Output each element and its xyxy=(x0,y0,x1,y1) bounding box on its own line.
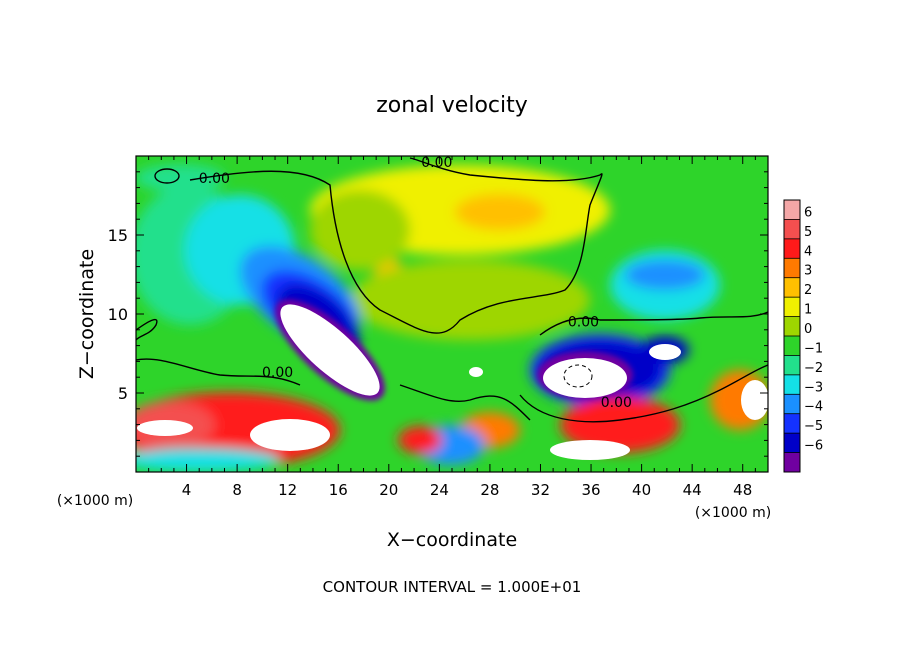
colorbar-swatch xyxy=(784,200,800,220)
contour-label: 0.00 xyxy=(262,365,293,381)
colorbar-swatch xyxy=(784,297,800,317)
contour-interval-note: CONTOUR INTERVAL = 1.000E+01 xyxy=(323,578,582,596)
colorbar-swatch xyxy=(784,433,800,453)
colorbar-swatch xyxy=(784,394,800,414)
colorbar-label: −5 xyxy=(804,419,823,434)
colorbar-label: 2 xyxy=(804,283,812,298)
colorbar-swatch xyxy=(784,375,800,395)
colorbar-label: 0 xyxy=(804,322,812,337)
colorbar-label: −3 xyxy=(804,380,823,395)
colorbar-swatch xyxy=(784,336,800,356)
x-tick-label: 20 xyxy=(379,481,398,499)
colorbar-label: 1 xyxy=(804,303,812,318)
heatmap-field xyxy=(120,156,770,472)
colorbar-label: −1 xyxy=(804,341,823,356)
x-tick-label: 32 xyxy=(531,481,550,499)
x-tick-label: 48 xyxy=(733,481,752,499)
contour-label: 0.00 xyxy=(568,315,599,331)
colorbar-label: −2 xyxy=(804,361,823,376)
x-tick-label: 24 xyxy=(430,481,449,499)
x-tick-label: 40 xyxy=(632,481,651,499)
colorbar-swatch xyxy=(784,258,800,278)
colorbar-label: 6 xyxy=(804,205,812,220)
x-tick-label: 28 xyxy=(480,481,499,499)
chart-title: zonal velocity xyxy=(376,93,528,118)
colorbar: 6 5 4 3 2 1 0 −1 −2 −3 −4 −5 −6 xyxy=(784,200,823,473)
colorbar-swatch xyxy=(784,219,800,239)
x-tick-label: 44 xyxy=(683,481,702,499)
colorbar-swatch xyxy=(784,317,800,337)
x-tick-label: 12 xyxy=(278,481,297,499)
x-tick-label: 36 xyxy=(581,481,600,499)
colorbar-label: 4 xyxy=(804,244,812,259)
y-tick-label: 15 xyxy=(108,226,128,245)
colorbar-label: −6 xyxy=(804,439,823,454)
colorbar-label: −4 xyxy=(804,400,823,415)
x-unit-left: (×1000 m) xyxy=(57,493,133,509)
contour-label: 0.00 xyxy=(421,155,452,171)
colorbar-swatch xyxy=(784,453,800,473)
contour-label: 0.00 xyxy=(601,395,632,411)
colorbar-swatch xyxy=(784,355,800,375)
colorbar-swatch xyxy=(784,278,800,298)
y-axis-label: Z−coordinate xyxy=(76,249,98,379)
y-tick-label: 5 xyxy=(118,384,128,403)
x-tick-label: 8 xyxy=(232,481,242,499)
x-tick-label: 16 xyxy=(329,481,348,499)
y-tick-label: 10 xyxy=(108,305,128,324)
x-axis-label: X−coordinate xyxy=(387,529,517,551)
colorbar-swatch xyxy=(784,414,800,434)
colorbar-label: 3 xyxy=(804,264,812,279)
x-unit-right: (×1000 m) xyxy=(695,505,771,521)
contour-label: 0.00 xyxy=(199,171,230,187)
colorbar-label: 5 xyxy=(804,225,812,240)
colorbar-swatch xyxy=(784,239,800,259)
x-tick-label: 4 xyxy=(182,481,192,499)
